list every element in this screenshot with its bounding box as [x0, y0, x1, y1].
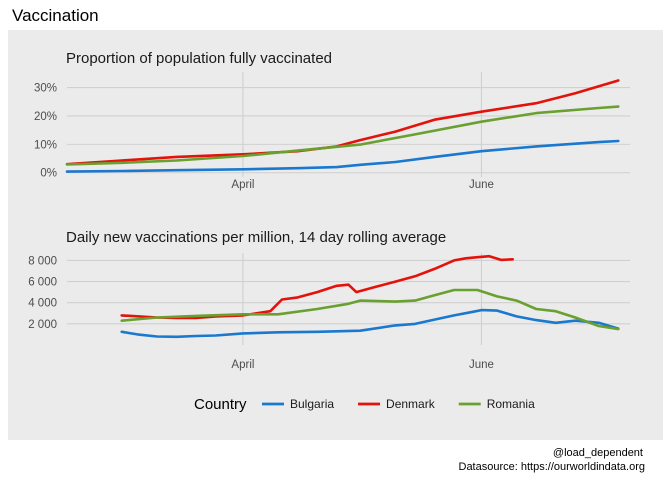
y-tick-label: 8 000 — [28, 255, 57, 267]
panel-title: Daily new vaccinations per million, 14 d… — [66, 229, 446, 246]
series-line-denmark — [65, 79, 620, 166]
series-line-bulgaria — [65, 139, 620, 173]
y-tick-label: 4 000 — [28, 298, 57, 310]
panel-title: Proportion of population fully vaccinate… — [66, 50, 332, 67]
legend-label-denmark: Denmark — [386, 397, 436, 411]
data-source: Datasource: https://ourworldindata.org — [459, 461, 646, 473]
y-tick-label: 20% — [34, 111, 57, 123]
series-line-denmark — [120, 254, 514, 320]
y-tick-label: 6 000 — [28, 277, 57, 289]
figure-title: Vaccination — [12, 6, 99, 25]
legend-label-romania: Romania — [487, 397, 535, 411]
series-line-romania — [65, 105, 620, 166]
legend-label-bulgaria: Bulgaria — [290, 397, 334, 411]
y-tick-label: 0% — [40, 168, 57, 180]
x-tick-label: April — [231, 359, 254, 371]
series-line-romania — [120, 288, 620, 331]
daily-vaccinations-panel: Daily new vaccinations per million, 14 d… — [28, 229, 630, 371]
series-line-bulgaria — [120, 308, 620, 339]
author-credit: @load_dependent — [553, 447, 643, 459]
x-tick-label: June — [469, 179, 494, 191]
y-tick-label: 30% — [34, 83, 57, 95]
legend: Country Bulgaria Denmark Romania — [194, 396, 535, 413]
legend-title: Country — [194, 396, 247, 413]
x-tick-label: April — [231, 179, 254, 191]
y-tick-label: 2 000 — [28, 319, 57, 331]
proportion-fully-vaccinated-panel: Proportion of population fully vaccinate… — [34, 50, 630, 191]
x-tick-label: June — [469, 359, 494, 371]
y-tick-label: 10% — [34, 139, 57, 151]
